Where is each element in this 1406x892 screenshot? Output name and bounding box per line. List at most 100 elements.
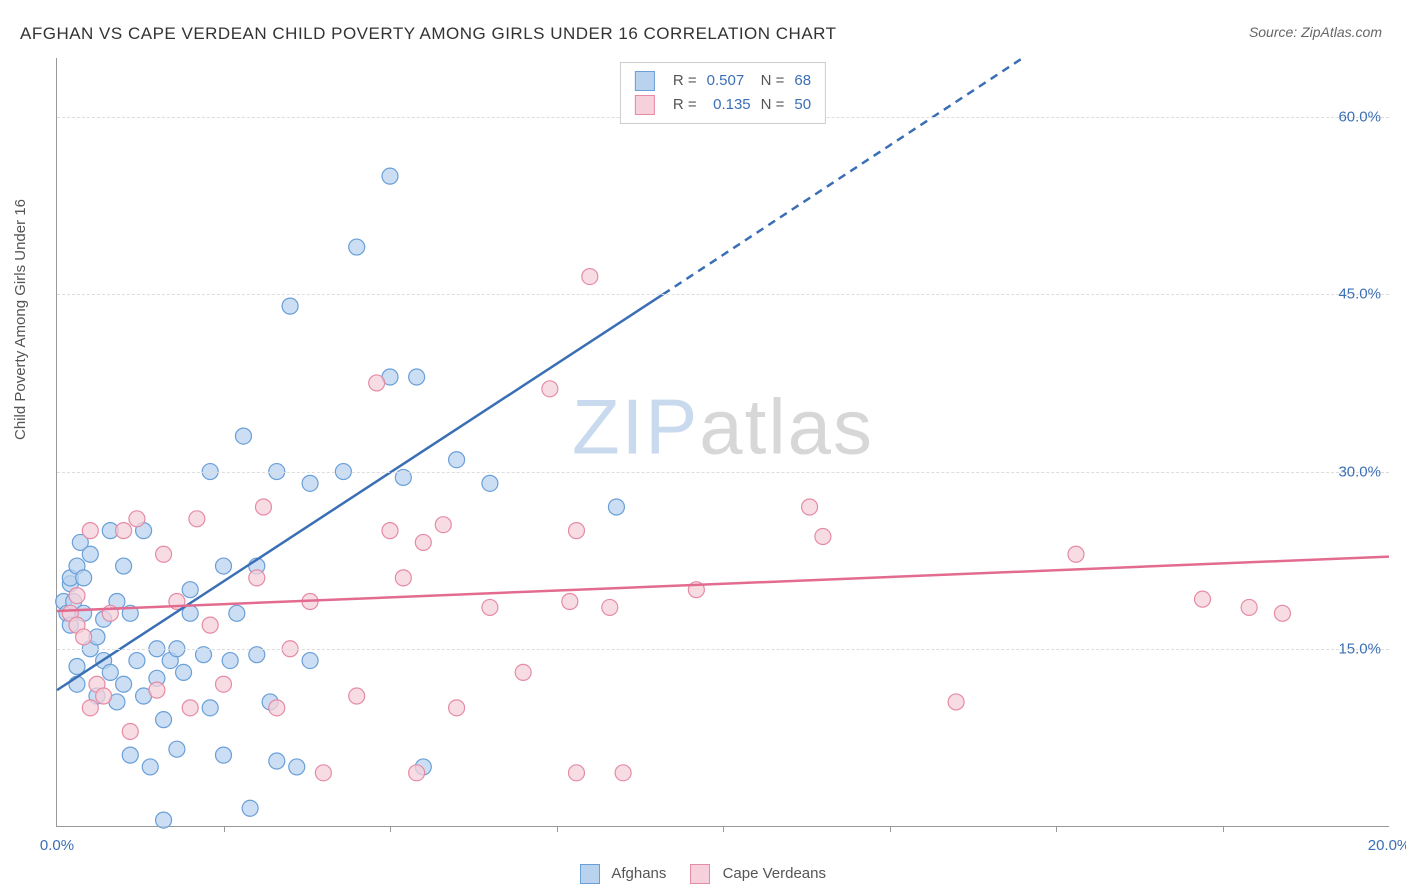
legend-label: Afghans: [611, 865, 666, 882]
scatter-point: [249, 570, 265, 586]
scatter-point: [948, 694, 964, 710]
scatter-point: [568, 765, 584, 781]
scatter-point: [562, 594, 578, 610]
scatter-point: [142, 759, 158, 775]
scatter-point: [269, 753, 285, 769]
swatch-pink: [635, 95, 655, 115]
scatter-point: [568, 523, 584, 539]
scatter-point: [149, 682, 165, 698]
scatter-point: [802, 499, 818, 515]
scatter-point: [449, 452, 465, 468]
y-tick-label: 45.0%: [1338, 286, 1381, 303]
scatter-point: [435, 517, 451, 533]
r-value-capeverdeans: 0.135: [707, 93, 751, 117]
scatter-point: [1241, 599, 1257, 615]
scatter-point: [82, 523, 98, 539]
swatch-blue: [635, 71, 655, 91]
trend-line: [57, 294, 663, 690]
source-attribution: Source: ZipAtlas.com: [1249, 24, 1382, 40]
scatter-point: [349, 688, 365, 704]
y-axis-label: Child Poverty Among Girls Under 16: [12, 199, 29, 440]
scatter-point: [182, 582, 198, 598]
scatter-point: [116, 558, 132, 574]
legend-item-capeverdeans: Cape Verdeans: [690, 864, 826, 884]
y-tick-label: 15.0%: [1338, 640, 1381, 657]
x-tick-mark: [1056, 826, 1057, 832]
n-label: N =: [761, 93, 785, 117]
scatter-point: [69, 676, 85, 692]
scatter-point: [415, 534, 431, 550]
series-legend: Afghans Cape Verdeans: [580, 864, 826, 884]
swatch-pink: [690, 864, 710, 884]
scatter-point: [582, 269, 598, 285]
scatter-point: [515, 664, 531, 680]
scatter-point: [349, 239, 365, 255]
scatter-point: [302, 475, 318, 491]
scatter-point: [449, 700, 465, 716]
scatter-point: [122, 747, 138, 763]
scatter-point: [82, 546, 98, 562]
scatter-point: [122, 723, 138, 739]
scatter-point: [282, 298, 298, 314]
scatter-point: [129, 511, 145, 527]
scatter-svg: [57, 58, 1389, 826]
scatter-point: [382, 523, 398, 539]
scatter-point: [235, 428, 251, 444]
scatter-point: [482, 599, 498, 615]
scatter-point: [156, 812, 172, 828]
x-tick-mark: [390, 826, 391, 832]
scatter-point: [76, 629, 92, 645]
scatter-point: [615, 765, 631, 781]
scatter-point: [116, 523, 132, 539]
correlation-legend: R = 0.507 N = 68 R = 0.135 N = 50: [620, 62, 826, 124]
y-tick-label: 60.0%: [1338, 109, 1381, 126]
x-tick-mark: [723, 826, 724, 832]
x-tick-mark: [890, 826, 891, 832]
legend-row-afghans: R = 0.507 N = 68: [635, 69, 811, 93]
legend-label: Cape Verdeans: [723, 865, 826, 882]
scatter-point: [269, 700, 285, 716]
scatter-point: [815, 529, 831, 545]
scatter-point: [176, 664, 192, 680]
scatter-point: [169, 741, 185, 757]
r-label: R =: [673, 93, 697, 117]
x-tick-label: 20.0%: [1368, 837, 1406, 854]
scatter-point: [1274, 605, 1290, 621]
scatter-point: [482, 475, 498, 491]
scatter-point: [69, 588, 85, 604]
scatter-point: [116, 676, 132, 692]
scatter-point: [542, 381, 558, 397]
scatter-point: [395, 570, 411, 586]
x-tick-label: 0.0%: [40, 837, 74, 854]
scatter-point: [242, 800, 258, 816]
scatter-point: [602, 599, 618, 615]
n-label: N =: [761, 69, 785, 93]
gridline: [57, 472, 1389, 473]
legend-row-capeverdeans: R = 0.135 N = 50: [635, 93, 811, 117]
scatter-point: [608, 499, 624, 515]
scatter-point: [216, 558, 232, 574]
scatter-point: [382, 168, 398, 184]
scatter-point: [129, 653, 145, 669]
scatter-point: [255, 499, 271, 515]
n-value-capeverdeans: 50: [794, 93, 811, 117]
scatter-point: [156, 546, 172, 562]
scatter-point: [222, 653, 238, 669]
scatter-point: [315, 765, 331, 781]
scatter-point: [369, 375, 385, 391]
r-label: R =: [673, 69, 697, 93]
r-value-afghans: 0.507: [707, 69, 751, 93]
scatter-point: [102, 664, 118, 680]
scatter-point: [189, 511, 205, 527]
scatter-point: [302, 653, 318, 669]
scatter-point: [1068, 546, 1084, 562]
scatter-point: [229, 605, 245, 621]
scatter-point: [409, 765, 425, 781]
scatter-point: [216, 747, 232, 763]
n-value-afghans: 68: [794, 69, 811, 93]
scatter-point: [409, 369, 425, 385]
scatter-point: [289, 759, 305, 775]
swatch-blue: [580, 864, 600, 884]
scatter-point: [1195, 591, 1211, 607]
scatter-point: [202, 617, 218, 633]
